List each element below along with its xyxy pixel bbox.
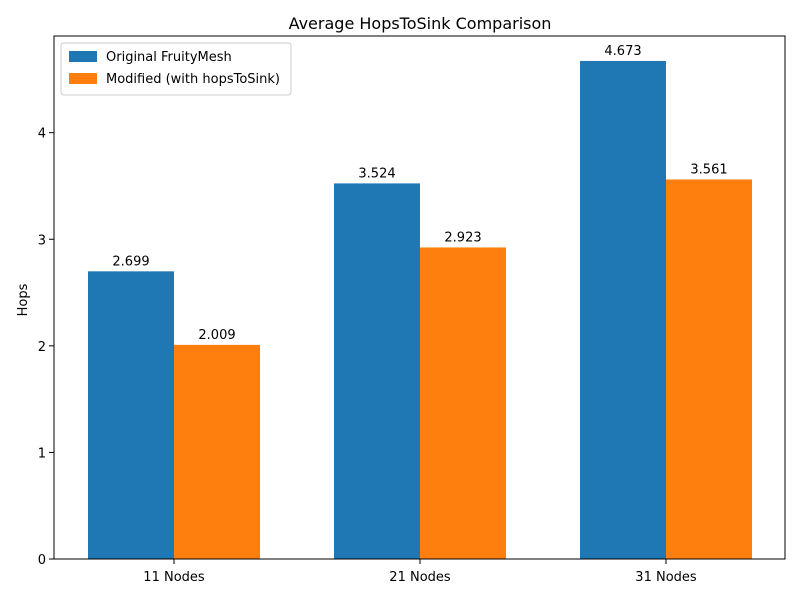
y-tick-label: 2 xyxy=(38,340,46,355)
y-tick-label: 3 xyxy=(38,233,46,248)
data-label: 4.673 xyxy=(604,44,641,59)
axes-layer: 0 1 2 3 4 11 Nodes 21 Nodes 31 Nodes xyxy=(38,35,786,585)
bars-layer xyxy=(88,60,752,560)
bar-original-3 xyxy=(580,60,666,560)
legend-box xyxy=(60,42,292,96)
data-label: 2.009 xyxy=(198,328,235,343)
bar-modified-3 xyxy=(666,179,752,559)
x-tick-label: 21 Nodes xyxy=(389,570,451,585)
x-tick-label: 11 Nodes xyxy=(143,570,205,585)
legend-entry-label: Original FruityMesh xyxy=(106,50,232,65)
y-tick-label: 4 xyxy=(38,127,46,142)
legend-swatch xyxy=(69,73,97,84)
data-label: 3.524 xyxy=(358,166,395,181)
y-tick-label: 0 xyxy=(38,553,46,568)
bar-modified-2 xyxy=(420,247,506,560)
legend-swatch xyxy=(69,51,97,62)
legend: Original FruityMesh Modified (with hopsTo… xyxy=(60,42,292,96)
y-tick-label: 1 xyxy=(38,446,46,461)
bar-original-2 xyxy=(334,183,420,559)
x-tick-label: 31 Nodes xyxy=(635,570,697,585)
data-labels-layer: 2.699 3.524 4.673 2.009 2.923 3.561 xyxy=(112,44,727,343)
data-label: 2.699 xyxy=(112,254,149,269)
chart-title: Average HopsToSink Comparison xyxy=(289,14,552,33)
data-label: 2.923 xyxy=(444,230,481,245)
y-axis-label: Hops xyxy=(16,283,31,316)
bar-original-1 xyxy=(88,271,174,559)
bar-modified-1 xyxy=(174,344,260,559)
legend-entry-label: Modified (with hopsToSink) xyxy=(106,72,280,87)
data-label: 3.561 xyxy=(690,162,727,177)
